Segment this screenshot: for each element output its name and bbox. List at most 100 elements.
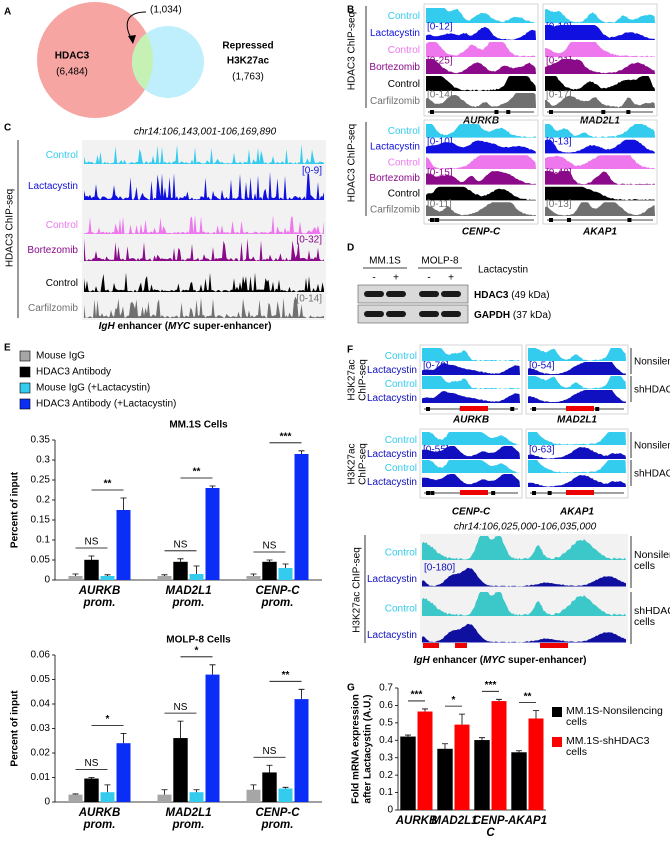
track-label: Lactacystin bbox=[28, 181, 78, 192]
bar bbox=[189, 792, 204, 802]
track-label: Lactacystin bbox=[367, 393, 417, 404]
panel-label: D bbox=[347, 243, 354, 254]
track-signal bbox=[426, 93, 536, 108]
bar bbox=[189, 574, 204, 580]
region bbox=[423, 643, 439, 648]
bar bbox=[205, 674, 220, 802]
bar bbox=[400, 736, 416, 811]
legend-swatch bbox=[552, 737, 562, 747]
error-bar bbox=[459, 713, 465, 725]
error-bar bbox=[104, 574, 111, 576]
y-tick-label: 0.05 bbox=[31, 674, 51, 685]
y-tick-label: 0.6 bbox=[379, 700, 393, 711]
track-box bbox=[542, 119, 658, 225]
track-label: Control bbox=[388, 157, 420, 168]
region bbox=[540, 643, 568, 648]
error-bar bbox=[209, 664, 216, 675]
error-bar bbox=[177, 720, 184, 739]
gene-name: MAD2L1 bbox=[580, 116, 620, 127]
caption: IgH enhancer (MYC super-enhancer) bbox=[414, 655, 587, 666]
range-label: [0-32] bbox=[296, 235, 322, 246]
caption-part: enhancer ( bbox=[430, 655, 484, 666]
significance-label: *** bbox=[485, 680, 497, 691]
track-label: Carfilzomib bbox=[28, 303, 78, 314]
x-tick-label: AURKB prom. bbox=[78, 807, 121, 831]
track-signal bbox=[422, 432, 520, 445]
track-bg bbox=[82, 140, 326, 320]
exon bbox=[547, 491, 552, 495]
error-bar bbox=[161, 789, 168, 795]
exon bbox=[567, 218, 572, 222]
error-bar bbox=[120, 497, 127, 510]
track-signal bbox=[422, 376, 520, 389]
x-tick-label: MAD2L1 prom. bbox=[165, 585, 212, 609]
track-label: Control bbox=[388, 79, 420, 90]
caption-part: IgH bbox=[99, 321, 116, 332]
label: (6,484) bbox=[56, 67, 88, 78]
error-bar bbox=[88, 777, 95, 779]
track-signal bbox=[528, 362, 626, 375]
region bbox=[460, 490, 488, 495]
axis-title: Percent of input bbox=[10, 690, 21, 767]
exon bbox=[627, 218, 632, 222]
label: (1,763) bbox=[232, 72, 264, 83]
track-signal bbox=[528, 460, 626, 473]
panel-label: C bbox=[4, 123, 11, 134]
track-signal bbox=[426, 76, 536, 91]
track-label: Control bbox=[385, 604, 417, 615]
error-bar bbox=[193, 565, 200, 574]
range-label: [0-63] bbox=[529, 445, 555, 456]
y-tick-label: 0 bbox=[44, 575, 50, 586]
bar bbox=[246, 789, 261, 802]
track-label: Control bbox=[46, 220, 78, 231]
range-label: [0-11] bbox=[427, 199, 452, 210]
gene-name: AKAP1 bbox=[559, 507, 594, 518]
range-label: [0-13] bbox=[546, 136, 572, 147]
significance-label: * bbox=[452, 695, 456, 706]
track-signal bbox=[426, 8, 536, 23]
error-bar bbox=[298, 688, 305, 700]
y-tick-label: 0.01 bbox=[31, 772, 51, 783]
caption-part: MYC bbox=[483, 655, 506, 666]
range-label: [0-10] bbox=[546, 22, 572, 33]
bar bbox=[157, 576, 172, 580]
track-signal bbox=[422, 391, 520, 403]
caption-part: super-enhancer) bbox=[190, 321, 271, 332]
locus: chr14:106,143,001-106,169,890 bbox=[134, 127, 277, 138]
group-label: shHDAC3 cells bbox=[634, 605, 670, 628]
error-bar bbox=[266, 559, 273, 562]
bar bbox=[173, 738, 188, 803]
range-label: [0-25] bbox=[427, 56, 453, 67]
legend-swatch bbox=[19, 398, 31, 410]
error-bar bbox=[120, 733, 127, 744]
exon bbox=[532, 407, 537, 411]
exon bbox=[491, 491, 496, 495]
track-label: Lactacystin bbox=[370, 28, 420, 39]
y-tick-label: 0.03 bbox=[31, 723, 51, 734]
bar bbox=[100, 576, 115, 580]
track-signal bbox=[84, 238, 324, 261]
exon bbox=[434, 218, 439, 222]
bar bbox=[173, 561, 188, 581]
range-label: [0-55] bbox=[423, 445, 449, 456]
protein: HDAC3 bbox=[474, 290, 509, 301]
track-signal bbox=[84, 214, 324, 234]
group-label: Nonsilencing bbox=[634, 441, 670, 452]
cell-line: MOLP-8 bbox=[421, 256, 459, 267]
bar bbox=[454, 724, 470, 810]
group-label: shHDAC3 bbox=[634, 469, 670, 480]
error-bar bbox=[298, 450, 305, 454]
bar bbox=[68, 576, 83, 580]
y-tick-label: 0.04 bbox=[31, 699, 51, 710]
track-label: Control bbox=[385, 435, 417, 446]
exon bbox=[506, 110, 511, 114]
legend-swatch bbox=[19, 366, 31, 378]
axis-title: Fold mRNA expression bbox=[351, 694, 362, 804]
range-label: [0-17] bbox=[546, 90, 572, 101]
chart-title: MOLP-8 Cells bbox=[166, 635, 231, 646]
track-signal bbox=[426, 26, 536, 40]
panel-label: G bbox=[347, 683, 355, 694]
bar bbox=[116, 743, 131, 802]
range-label: [0-14] bbox=[296, 294, 322, 305]
